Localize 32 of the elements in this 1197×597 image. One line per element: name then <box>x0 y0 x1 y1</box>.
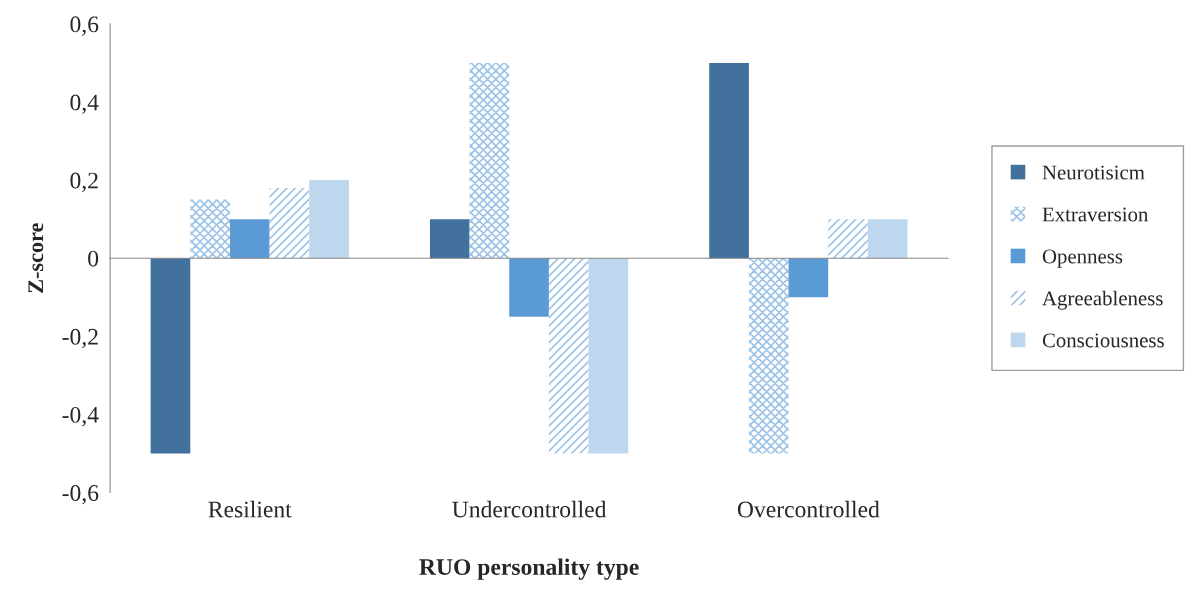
y-tick-label: -0,6 <box>62 485 99 505</box>
bar <box>867 219 908 259</box>
bar <box>190 199 230 259</box>
legend-label: Consciousness <box>1042 333 1164 348</box>
bar <box>828 219 868 259</box>
x-tick-label: Resilient <box>208 500 292 518</box>
y-tick-label: -0,2 <box>62 328 98 349</box>
bar <box>469 62 510 259</box>
y-tick-label: -0,4 <box>62 406 99 427</box>
bar <box>709 62 749 259</box>
y-tick-label: 0,2 <box>70 172 98 192</box>
y-tick-label: 0,6 <box>70 16 99 36</box>
bar <box>229 219 270 259</box>
y-tick-label: 0 <box>88 250 99 267</box>
bar <box>788 258 829 298</box>
x-axis-title: RUO personality type <box>419 558 639 580</box>
bar <box>309 180 349 259</box>
bar <box>269 187 310 259</box>
bar <box>548 258 589 454</box>
legend-label: Agreeableness <box>1042 290 1163 310</box>
bar <box>429 219 470 259</box>
bar <box>150 258 191 454</box>
x-tick-label: Overcontrolled <box>737 500 880 518</box>
bar <box>748 258 789 454</box>
x-tick-label: Undercontrolled <box>452 500 607 518</box>
legend-label: Openness <box>1042 249 1123 268</box>
y-axis-title: Z-score <box>28 223 44 293</box>
legend-label: Neurotisicm <box>1042 165 1145 180</box>
bar <box>588 258 629 454</box>
legend-label: Extraversion <box>1042 207 1149 222</box>
bar <box>509 258 549 317</box>
y-tick-label: 0,4 <box>70 94 99 114</box>
